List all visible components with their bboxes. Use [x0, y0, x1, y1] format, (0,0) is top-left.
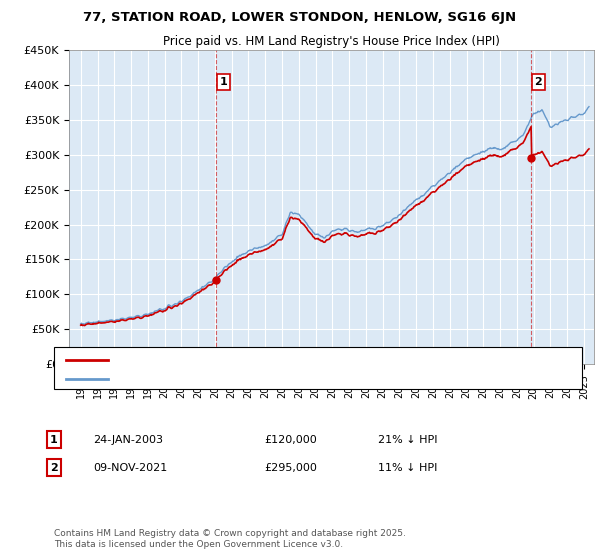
- Text: 77, STATION ROAD, LOWER STONDON, HENLOW, SG16 6JN: 77, STATION ROAD, LOWER STONDON, HENLOW,…: [83, 11, 517, 24]
- Title: Price paid vs. HM Land Registry's House Price Index (HPI): Price paid vs. HM Land Registry's House …: [163, 35, 500, 48]
- Text: 2: 2: [535, 77, 542, 87]
- Text: Contains HM Land Registry data © Crown copyright and database right 2025.
This d: Contains HM Land Registry data © Crown c…: [54, 529, 406, 549]
- Text: £120,000: £120,000: [264, 435, 317, 445]
- Text: 77, STATION ROAD, LOWER STONDON, HENLOW, SG16 6JN (semi-detached house): 77, STATION ROAD, LOWER STONDON, HENLOW,…: [114, 355, 543, 365]
- Text: 09-NOV-2021: 09-NOV-2021: [93, 463, 167, 473]
- Text: 1: 1: [50, 435, 58, 445]
- Text: 2: 2: [50, 463, 58, 473]
- Text: 24-JAN-2003: 24-JAN-2003: [93, 435, 163, 445]
- Text: 11% ↓ HPI: 11% ↓ HPI: [378, 463, 437, 473]
- Text: £295,000: £295,000: [264, 463, 317, 473]
- Text: 21% ↓ HPI: 21% ↓ HPI: [378, 435, 437, 445]
- Text: HPI: Average price, semi-detached house, Central Bedfordshire: HPI: Average price, semi-detached house,…: [114, 374, 444, 384]
- Text: 1: 1: [220, 77, 227, 87]
